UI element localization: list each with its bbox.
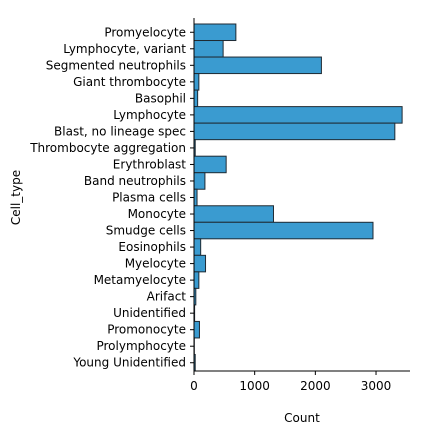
y-tick-label-0: Promyelocyte xyxy=(104,25,186,39)
y-tick-label-2: Segmented neutrophils xyxy=(46,58,186,72)
x-axis-title: Count xyxy=(284,411,320,425)
bar-13 xyxy=(193,238,202,256)
bars-layer xyxy=(193,23,403,372)
x-tick-label-0: 0 xyxy=(190,379,198,393)
y-tick-label-13: Eosinophils xyxy=(118,240,186,254)
bar-5 xyxy=(193,106,403,124)
bar-9 xyxy=(193,172,206,190)
x-tick-label-1: 1000 xyxy=(239,379,270,393)
bar-6 xyxy=(193,122,396,141)
y-tick-label-17: Unidentified xyxy=(113,306,186,320)
y-tick-label-10: Plasma cells xyxy=(112,191,186,205)
y-tick-label-6: Blast, no lineage spec xyxy=(54,124,186,138)
y-tick-label-3: Giant thrombocyte xyxy=(73,75,186,89)
bar-2 xyxy=(193,56,322,75)
bar-4 xyxy=(193,89,199,108)
y-tick-label-15: Metamyelocyte xyxy=(94,273,186,287)
bar-15 xyxy=(193,271,200,289)
y-tick-label-9: Band neutrophils xyxy=(84,174,186,188)
y-tick-label-16: Arifact xyxy=(147,290,187,304)
axes-layer xyxy=(193,18,410,372)
y-tick-label-18: Promonocyte xyxy=(107,323,186,337)
y-tick-label-1: Lymphocyte, variant xyxy=(63,42,186,56)
y-tick-label-20: Young Unidentified xyxy=(72,356,186,370)
x-ticks: 0 1000 2000 3000 xyxy=(190,371,391,393)
bar-18 xyxy=(193,320,200,339)
x-tick-label-3: 3000 xyxy=(361,379,392,393)
bar-0 xyxy=(193,23,237,42)
y-ticks: Promyelocyte Lymphocyte, variant Segmented… xyxy=(29,25,194,370)
bar-8 xyxy=(193,155,227,174)
bar-3 xyxy=(193,73,200,91)
y-tick-label-19: Prolymphocyte xyxy=(96,339,186,353)
bar-1 xyxy=(193,40,224,58)
y-axis-title: Cell_type xyxy=(9,170,23,225)
y-tick-label-11: Monocyte xyxy=(128,207,186,221)
bar-11 xyxy=(193,205,274,223)
bar-12 xyxy=(193,221,374,240)
bar-14 xyxy=(193,254,207,273)
y-tick-label-8: Erythroblast xyxy=(113,157,186,171)
y-tick-label-5: Lymphocyte xyxy=(113,108,186,122)
y-tick-label-7: Thrombocyte aggregation xyxy=(29,141,186,155)
x-tick-label-2: 2000 xyxy=(300,379,331,393)
y-tick-label-4: Basophil xyxy=(135,91,186,105)
y-tick-label-12: Smudge cells xyxy=(106,224,186,238)
y-tick-label-14: Myelocyte xyxy=(125,257,186,271)
